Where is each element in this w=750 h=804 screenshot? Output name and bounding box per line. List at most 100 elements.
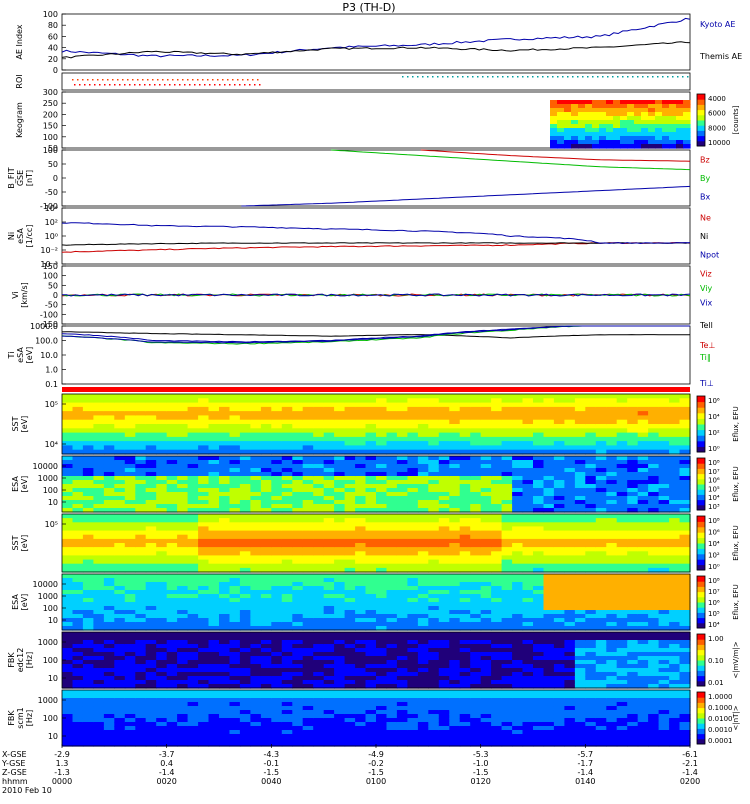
spectrogram-cell [428,664,439,669]
spectrogram-cell [460,460,471,465]
spectrogram-cell [596,476,607,481]
spectrogram-cell [638,586,649,591]
spectrogram-cell [282,468,293,473]
spectrogram-cell [167,526,178,531]
colorbar-label: Eflux, EFU [732,584,740,619]
spectrogram-cell [125,464,136,469]
spectrogram-cell [428,464,439,469]
spectrogram-cell [523,594,534,599]
spectrogram-cell [418,560,429,565]
spectrogram-cell [387,403,398,408]
spectrogram-cell [533,535,544,540]
spectrogram-cell [83,672,94,677]
spectrogram-cell [292,394,303,399]
spectrogram-cell [93,428,104,433]
spectrogram-cell [659,472,670,477]
spectrogram-cell [638,632,649,637]
spectrogram-cell [439,415,450,420]
spectrogram-cell [638,668,649,673]
spectrogram-cell [104,606,115,611]
spectrogram-cell [491,539,502,544]
spectrogram-cell [512,622,523,627]
spectrogram-cell [512,484,523,489]
spectrogram-cell [177,480,188,485]
spectrogram-cell [303,420,314,425]
spectrogram-cell [428,564,439,569]
spectrogram-cell [627,660,638,665]
spectrogram-cell [397,411,408,416]
spectrogram-cell [282,531,293,536]
spectrogram-cell [659,456,670,461]
spectrogram-cell [502,415,513,420]
spectrogram-cell [62,718,73,723]
spectrogram-cell [114,518,125,523]
spectrogram-cell [188,522,199,527]
spectrogram-cell [366,606,377,611]
spectrogram-cell [125,656,136,661]
spectrogram-cell [177,578,188,583]
spectrogram-cell [167,394,178,399]
spectrogram-cell [73,668,84,673]
keogram-cell [620,144,628,149]
spectrogram-cell [313,500,324,505]
spectrogram-cell [198,398,209,403]
spectrogram-cell [177,614,188,619]
spectrogram-cell [230,590,241,595]
spectrogram-cell [62,420,73,425]
spectrogram-cell [135,614,146,619]
spectrogram-cell [209,464,220,469]
spectrogram-cell [680,424,691,429]
spectrogram-cell [73,618,84,623]
spectrogram-cell [198,468,209,473]
spectrogram-cell [271,403,282,408]
keogram-image [550,100,691,149]
keogram-cell [550,144,558,149]
spectrogram-cell [596,526,607,531]
spectrogram-cell [544,433,555,438]
spectrogram-cell [62,726,73,731]
spectrogram-cell [680,582,691,587]
spectrogram-cell [303,472,314,477]
keogram-cell [627,124,635,129]
spectrogram-cell [250,551,261,556]
spectrogram-cell [564,543,575,548]
spectrogram-cell [669,531,680,536]
spectrogram-cell [366,632,377,637]
spectrogram-cell [376,437,387,442]
spectrogram-cell [83,445,94,450]
legend-label: Bx [700,193,710,202]
spectrogram-cell [135,730,146,735]
spectrogram-cell [512,582,523,587]
spectrogram-cell [627,411,638,416]
spectrogram-cell [83,618,94,623]
colorbar-tick-label: 10⁴ [708,494,720,502]
spectrogram-cell [533,411,544,416]
spectrogram-cell [198,560,209,565]
spectrogram-cell [523,468,534,473]
spectrogram-cell [104,398,115,403]
spectrogram-cell [125,526,136,531]
spectrogram-cell [533,464,544,469]
spectrogram-cell [533,424,544,429]
spectrogram-cell [146,394,157,399]
spectrogram-cell [512,680,523,685]
spectrogram-cell [230,500,241,505]
spectrogram-cell [366,398,377,403]
spectrogram-cell [512,574,523,579]
spectrogram-cell [93,415,104,420]
spectrogram-cell [209,504,220,509]
spectrogram-cell [146,514,157,519]
spectrogram-cell [73,424,84,429]
spectrogram-cell [230,598,241,603]
spectrogram-cell [125,632,136,637]
spectrogram-cell [481,472,492,477]
spectrogram-cell [334,468,345,473]
spectrogram-cell [230,551,241,556]
spectrogram-cell [219,652,230,657]
spectrogram-cell [188,394,199,399]
spectrogram-cell [125,441,136,446]
spectrogram-cell [428,460,439,465]
spectrogram-cell [366,492,377,497]
spectrogram-cell [533,496,544,501]
spectrogram-cell [449,586,460,591]
